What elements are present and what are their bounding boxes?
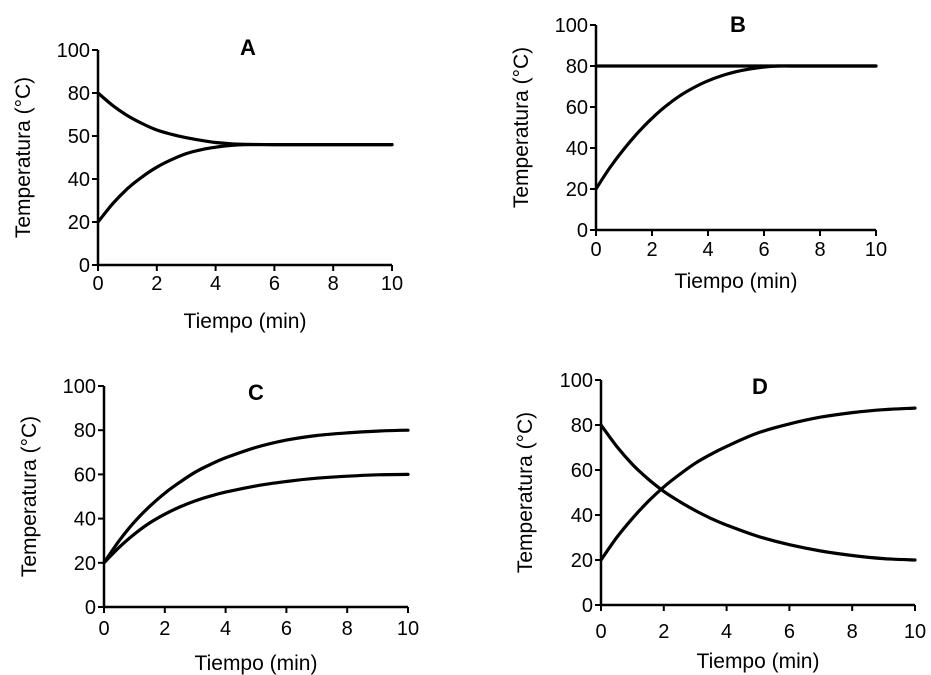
x-tick-label-d-0: 0 — [595, 621, 606, 643]
y-tick-label-b-0: 0 — [577, 220, 588, 242]
x-tick-label-d-1: 2 — [658, 621, 669, 643]
y-tick-label-a-1: 20 — [68, 212, 90, 234]
x-tick-label-d-3: 6 — [784, 621, 795, 643]
y-tick-label-c-0: 0 — [85, 597, 96, 619]
y-tick-label-d-3: 60 — [571, 460, 593, 482]
chart-title-c: C — [248, 380, 264, 405]
x-tick-label-a-2: 4 — [210, 273, 221, 295]
chart-b: 0 20 40 60 80 100 0 2 4 6 8 10 B Tiempo (min) Temperat… — [510, 12, 887, 293]
x-tick-label-c-0: 0 — [98, 618, 109, 640]
y-tick-label-c-2: 40 — [74, 509, 96, 531]
chart-d: 0 20 40 60 80 100 0 2 4 6 8 10 D Tiempo (min) Temperat… — [514, 370, 926, 673]
x-tick-label-a-3: 6 — [269, 273, 280, 295]
y-tick-label-b-4: 80 — [566, 56, 588, 78]
y-axis-label-a: Temperatura (°C) — [12, 77, 35, 238]
x-tick-label-d-5: 10 — [904, 621, 926, 643]
y-tick-label-b-3: 60 — [566, 97, 588, 119]
x-tick-label-a-1: 2 — [151, 273, 162, 295]
x-tick-label-d-2: 4 — [721, 621, 732, 643]
y-tick-label-c-3: 60 — [74, 464, 96, 486]
y-tick-label-a-0: 0 — [79, 255, 90, 277]
x-tick-label-a-0: 0 — [92, 273, 103, 295]
y-tick-label-a-4: 80 — [68, 83, 90, 105]
y-tick-label-d-4: 80 — [571, 415, 593, 437]
y-tick-label-d-2: 40 — [571, 505, 593, 527]
chart-c: 0 20 40 60 80 100 0 2 4 6 8 10 C Tiempo (min) Temperat… — [18, 376, 419, 675]
x-tick-label-a-4: 8 — [328, 273, 339, 295]
x-tick-label-c-4: 8 — [342, 618, 353, 640]
x-tick-label-b-4: 8 — [814, 239, 825, 261]
x-tick-label-d-4: 8 — [847, 621, 858, 643]
x-tick-label-b-1: 2 — [646, 239, 657, 261]
chart-a: 0 20 40 50 80 100 0 2 4 6 8 10 A Tiempo (min) Temperat… — [12, 35, 403, 333]
y-axis-label-c: Temperatura (°C) — [18, 416, 41, 577]
x-axis-label-b: Tiempo (min) — [675, 270, 798, 293]
x-tick-label-b-5: 10 — [865, 239, 887, 261]
y-tick-label-b-5: 100 — [555, 15, 588, 37]
y-tick-label-d-1: 20 — [571, 550, 593, 572]
chart-title-a: A — [240, 35, 256, 60]
y-tick-label-b-2: 40 — [566, 138, 588, 160]
y-tick-label-a-3: 50 — [68, 126, 90, 148]
series-line-c-1 — [102, 428, 410, 565]
y-axis-label-d: Temperatura (°C) — [514, 412, 537, 573]
y-tick-label-c-4: 80 — [74, 420, 96, 442]
series-line-b-2 — [594, 64, 878, 191]
x-tick-label-b-3: 6 — [758, 239, 769, 261]
x-tick-label-b-2: 4 — [702, 239, 713, 261]
x-tick-label-c-3: 6 — [281, 618, 292, 640]
y-tick-label-a-5: 100 — [57, 40, 90, 62]
chart-title-b: B — [730, 12, 746, 37]
x-axis-label-a: Tiempo (min) — [184, 310, 307, 333]
y-tick-label-a-2: 40 — [68, 169, 90, 191]
series-line-d-1 — [599, 406, 917, 562]
series-line-a-1 — [96, 91, 394, 147]
series-line-a-2 — [96, 142, 394, 224]
y-tick-label-d-0: 0 — [582, 595, 593, 617]
x-axis-label-c: Tiempo (min) — [195, 652, 318, 675]
x-tick-label-b-0: 0 — [590, 239, 601, 261]
x-axis-label-d: Tiempo (min) — [697, 650, 820, 673]
series-line-c-2 — [102, 472, 410, 565]
series-line-d-2 — [599, 423, 917, 562]
x-tick-label-c-5: 10 — [397, 618, 419, 640]
chart-title-d: D — [752, 374, 768, 399]
y-tick-label-d-5: 100 — [560, 370, 593, 392]
x-tick-label-c-1: 2 — [159, 618, 170, 640]
x-tick-label-c-2: 4 — [220, 618, 231, 640]
x-tick-label-a-5: 10 — [381, 273, 403, 295]
y-axis-label-b: Temperatura (°C) — [510, 47, 533, 208]
y-tick-label-c-5: 100 — [63, 376, 96, 398]
y-tick-label-b-1: 20 — [566, 179, 588, 201]
y-tick-label-c-1: 20 — [74, 553, 96, 575]
